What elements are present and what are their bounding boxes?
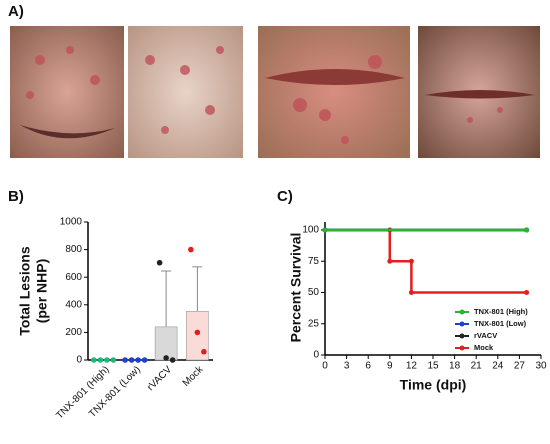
panel-label: A) [8, 3, 24, 20]
y-tick-label: 200 [65, 327, 82, 338]
x-tick-label: rVACV [145, 364, 174, 393]
y-tick-label: 0 [313, 350, 319, 361]
data-point [169, 357, 176, 363]
photo [258, 26, 410, 158]
panel-label: B) [8, 188, 24, 205]
series-marker [408, 290, 414, 295]
x-tick-label: 12 [406, 361, 418, 372]
series-marker [408, 258, 414, 264]
y-tick-label: 400 [65, 299, 82, 310]
y-tick-label: 600 [65, 272, 82, 283]
x-tick-label: 30 [535, 361, 547, 372]
y-tick-label: 75 [308, 256, 320, 267]
series-marker [524, 290, 530, 295]
legend-label: TNX-801 (Low) [474, 319, 527, 328]
lesions [26, 46, 503, 144]
y-tick-label: 1000 [60, 217, 83, 228]
data-point [97, 357, 104, 363]
data-point [156, 259, 163, 266]
x-tick-label: TNX-801 (High) [54, 364, 111, 421]
x-tick-label: 15 [427, 361, 439, 372]
series-marker [387, 258, 393, 264]
data-point [201, 348, 207, 355]
x-axis-label: Time (dpi) [400, 377, 467, 393]
photo [128, 26, 243, 158]
legend-marker [459, 333, 465, 339]
data-point [194, 329, 201, 336]
x-tick-label: 9 [387, 361, 393, 372]
data-point [188, 246, 194, 253]
data-point [122, 357, 128, 363]
data-point [104, 357, 110, 363]
photo-detail [265, 69, 405, 85]
photo-detail [425, 90, 535, 99]
x-tick-label: 21 [471, 361, 483, 372]
data-point [110, 357, 117, 363]
y-tick-label: 100 [302, 225, 319, 236]
series-marker [524, 227, 530, 233]
legend-label: rVACV [474, 331, 497, 340]
panel-label: C) [277, 188, 293, 205]
x-tick-label: 0 [322, 361, 328, 372]
y-axis-label: Percent Survival [288, 233, 304, 343]
legend-marker [459, 345, 465, 351]
photos [10, 26, 540, 158]
y-axis-label: Total Lesions [17, 246, 33, 335]
y-tick-label: 25 [308, 318, 320, 329]
y-tick-label: 0 [76, 355, 82, 366]
y-axis-label: (per NHP) [34, 259, 50, 324]
x-tick-label: 6 [365, 361, 371, 372]
y-tick-label: 800 [65, 244, 82, 255]
x-tick-label: Mock [181, 364, 206, 389]
data-point [141, 357, 148, 363]
data-point [135, 357, 141, 363]
y-tick-label: 50 [308, 287, 320, 298]
legend-label: Mock [474, 343, 494, 352]
legend-marker [459, 321, 465, 327]
series-line [325, 228, 527, 294]
x-tick-label: 3 [344, 361, 350, 372]
x-tick-label: 27 [514, 361, 526, 372]
legend-marker [459, 309, 465, 315]
x-tick-label: 24 [492, 361, 504, 372]
legend-label: TNX-801 (High) [474, 307, 528, 316]
data-point [91, 357, 97, 363]
data-point [163, 355, 169, 361]
x-tick-label: 18 [449, 361, 461, 372]
data-point [128, 357, 135, 363]
series-marker [322, 227, 328, 233]
bar [154, 326, 178, 361]
photo-detail [20, 125, 115, 139]
